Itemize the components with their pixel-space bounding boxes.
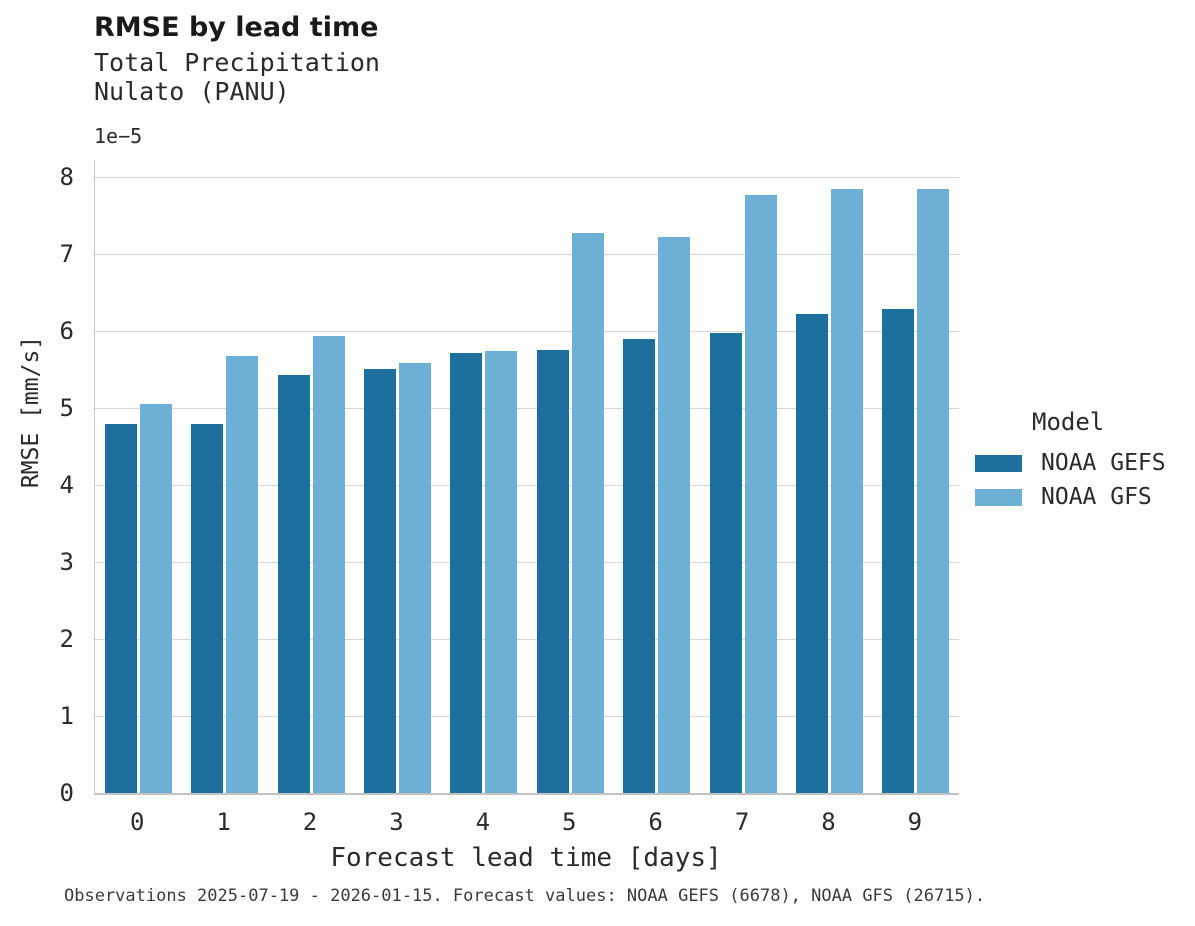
x-tick-label-0: 0 <box>129 808 145 836</box>
x-tick-label-4: 4 <box>475 808 491 836</box>
bar-noaa-gefs-lead-3 <box>363 368 396 793</box>
legend-entries: NOAA GEFS NOAA GFS <box>975 446 1190 514</box>
gridline-y-8 <box>95 176 959 178</box>
bar-noaa-gefs-lead-9 <box>882 309 915 793</box>
x-tick-label-8: 8 <box>821 808 836 836</box>
gridline-y-3 <box>95 561 959 563</box>
gridline-y-5 <box>95 407 959 409</box>
bar-noaa-gefs-lead-0 <box>104 424 137 793</box>
y-tick-label-6: 6 <box>59 317 74 345</box>
x-tick-label-9: 9 <box>907 808 923 836</box>
y-tick-label-8: 8 <box>59 163 74 191</box>
bar-noaa-gfs-lead-5 <box>571 233 604 793</box>
y-tick-label-2: 2 <box>59 625 74 653</box>
x-tick-label-2: 2 <box>302 808 318 836</box>
y-axis-offset-label: 1e−5 <box>94 124 143 148</box>
bar-group-lead-4 <box>441 160 527 793</box>
bar-group-lead-0 <box>95 160 181 793</box>
y-axis-tick-labels: 0 1 2 3 4 5 6 7 8 <box>18 160 74 807</box>
x-tick-label-3: 3 <box>389 808 404 836</box>
bar-group-lead-1 <box>181 160 267 793</box>
bar-noaa-gfs-lead-9 <box>917 189 950 793</box>
x-tick-label-5: 5 <box>562 808 577 836</box>
bars-layer <box>95 160 959 793</box>
bar-noaa-gefs-lead-2 <box>277 374 310 793</box>
bar-noaa-gfs-lead-0 <box>139 404 172 793</box>
legend-entry-noaa-gfs: NOAA GFS <box>975 480 1190 514</box>
chart-subtitle-variable: Total Precipitation <box>94 48 380 77</box>
gridline-y-2 <box>95 638 959 640</box>
x-tick-label-6: 6 <box>648 808 663 836</box>
chart-title: RMSE by lead time <box>94 12 379 43</box>
bar-group-lead-3 <box>354 160 440 793</box>
bar-group-lead-5 <box>527 160 613 793</box>
bar-noaa-gfs-lead-1 <box>226 356 259 793</box>
bar-noaa-gefs-lead-7 <box>709 333 742 793</box>
bar-noaa-gfs-lead-4 <box>485 351 518 793</box>
x-tick-label-1: 1 <box>216 808 231 836</box>
bar-noaa-gefs-lead-5 <box>536 350 569 793</box>
x-axis-label: Forecast lead time [days] <box>330 843 722 873</box>
legend-entry-noaa-gefs: NOAA GEFS <box>975 446 1190 480</box>
gridline-y-1 <box>95 715 959 717</box>
legend: Model NOAA GEFS NOAA GFS <box>975 408 1190 514</box>
legend-label-noaa-gefs: NOAA GEFS <box>1041 450 1166 476</box>
bar-noaa-gefs-lead-6 <box>623 338 656 793</box>
chart-subtitle-station: Nulato (PANU) <box>94 77 290 106</box>
y-tick-label-5: 5 <box>59 394 74 422</box>
bar-group-lead-8 <box>786 160 872 793</box>
x-axis-tick-labels: 0 1 2 3 4 5 6 7 8 9 <box>94 808 958 836</box>
bar-noaa-gfs-lead-2 <box>312 335 345 793</box>
bar-noaa-gefs-lead-1 <box>191 424 224 793</box>
bar-group-lead-9 <box>873 160 959 793</box>
bar-noaa-gefs-lead-8 <box>795 314 828 793</box>
y-tick-label-3: 3 <box>59 548 74 576</box>
legend-label-noaa-gfs: NOAA GFS <box>1041 484 1152 510</box>
bar-noaa-gfs-lead-7 <box>744 195 777 793</box>
gridline-y-6 <box>95 330 959 332</box>
bar-noaa-gfs-lead-8 <box>830 188 863 793</box>
y-tick-label-7: 7 <box>59 240 74 268</box>
y-tick-label-0: 0 <box>59 779 74 807</box>
x-tick-label-7: 7 <box>734 808 750 836</box>
bar-group-lead-2 <box>268 160 354 793</box>
legend-swatch-noaa-gefs <box>975 454 1022 472</box>
legend-title: Model <box>1032 408 1105 436</box>
gridline-y-4 <box>95 484 959 486</box>
legend-swatch-noaa-gfs <box>975 488 1022 506</box>
bar-noaa-gefs-lead-4 <box>450 353 483 793</box>
gridline-y-7 <box>95 253 959 255</box>
y-tick-label-4: 4 <box>59 471 74 499</box>
footer-caption: Observations 2025-07-19 - 2026-01-15. Fo… <box>64 886 986 906</box>
y-tick-label-1: 1 <box>59 702 74 730</box>
bar-noaa-gfs-lead-6 <box>658 237 691 793</box>
bar-noaa-gfs-lead-3 <box>398 362 431 793</box>
bar-group-lead-7 <box>700 160 786 793</box>
plot-area <box>94 160 959 795</box>
bar-group-lead-6 <box>613 160 699 793</box>
